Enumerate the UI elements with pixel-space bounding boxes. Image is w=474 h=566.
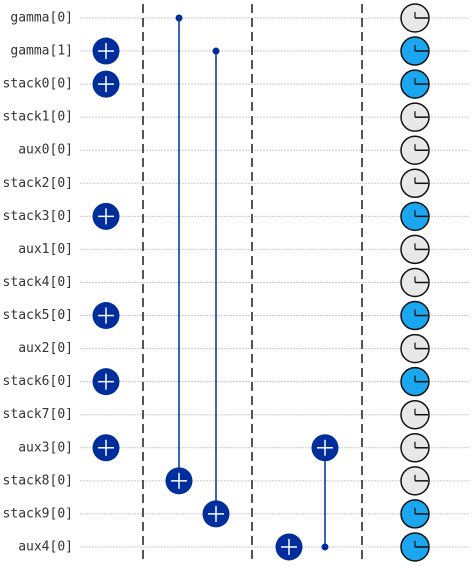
x-gate (92, 37, 120, 65)
x-gate (92, 434, 120, 462)
x-gate (275, 533, 303, 561)
measurement (400, 267, 430, 298)
qubit-label: stack5[0] (3, 308, 73, 323)
measurement (400, 300, 430, 331)
x-gate (202, 500, 230, 528)
measurement (400, 499, 430, 529)
measurement (400, 333, 430, 364)
measurement (400, 399, 430, 430)
x-gate (92, 70, 120, 98)
measurement (400, 69, 430, 99)
measurement (400, 366, 430, 397)
x-gate (92, 368, 120, 396)
measurement (400, 234, 430, 265)
measurement (400, 168, 430, 199)
measurement (400, 532, 430, 562)
qubit-label: aux3[0] (18, 440, 73, 455)
measurement (400, 466, 430, 496)
qubit-label: stack3[0] (3, 209, 73, 224)
measurement (400, 36, 430, 66)
qubit-label: aux4[0] (18, 539, 73, 554)
qubit-label: stack6[0] (3, 374, 73, 389)
qubit-label: stack2[0] (3, 176, 73, 191)
qubit-label: aux1[0] (18, 242, 73, 257)
x-gate (92, 302, 120, 330)
qubit-label: gamma[0] (10, 11, 73, 26)
qubit-label: gamma[1] (10, 44, 73, 59)
measurement (400, 135, 430, 165)
qubit-label: stack8[0] (3, 473, 73, 488)
measurement (400, 201, 430, 232)
control-dot (175, 14, 183, 22)
qubit-label: aux0[0] (18, 143, 73, 158)
x-gate (311, 434, 339, 462)
x-gate (92, 202, 120, 230)
x-gate (165, 467, 193, 495)
qubit-label: stack1[0] (3, 110, 73, 125)
qubit-label: stack7[0] (3, 407, 73, 422)
qubit-label: stack4[0] (3, 275, 73, 290)
measurement (400, 433, 430, 463)
measurement (400, 3, 430, 33)
measurement (400, 102, 430, 132)
qubit-label: stack0[0] (3, 77, 73, 92)
qubit-label: stack9[0] (3, 506, 73, 521)
qubit-label: aux2[0] (18, 341, 73, 356)
control-dot (212, 47, 220, 55)
control-dot (321, 543, 329, 551)
